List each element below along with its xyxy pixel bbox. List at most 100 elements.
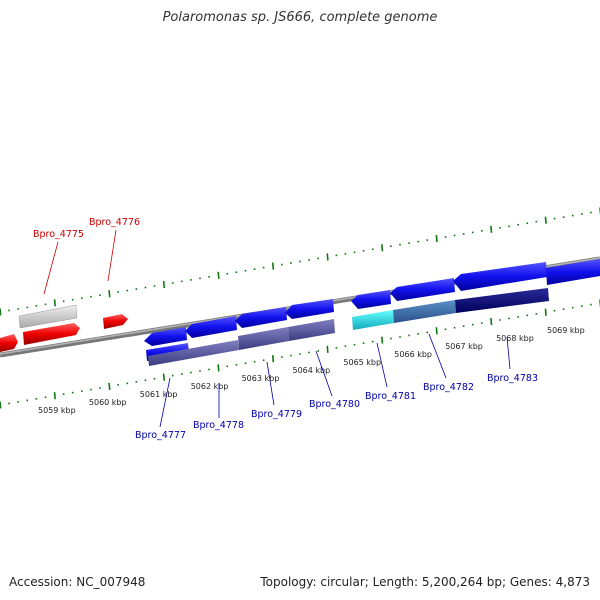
gene-arrow-fragment[interactable] (0, 334, 18, 352)
minor-tick (335, 347, 338, 349)
minor-tick (553, 217, 556, 220)
minor-tick (444, 236, 447, 238)
minor-tick (553, 309, 556, 312)
minor-tick (244, 362, 247, 365)
minor-tick (517, 316, 519, 318)
gene-arrow-bpro-4781[interactable] (351, 290, 391, 309)
major-tick (108, 382, 111, 391)
major-tick (162, 373, 166, 381)
minor-tick (517, 223, 519, 226)
gene-arrow-bpro-4776[interactable] (103, 314, 128, 329)
major-tick (162, 280, 166, 289)
cds-block-4781[interactable] (352, 310, 394, 330)
cds-block-4779[interactable] (238, 327, 289, 350)
minor-tick (181, 373, 183, 375)
tick-labels: 5059 kbp 5060 kbp 5061 kbp 5062 kbp 5063 kbp… (38, 326, 585, 415)
major-tick (0, 401, 2, 409)
major-tick (490, 317, 493, 326)
minor-tick (208, 276, 210, 278)
minor-tick (371, 248, 374, 251)
minor-tick (571, 214, 574, 217)
gene-arrow-fragment-right[interactable] (546, 259, 600, 285)
minor-tick (262, 359, 265, 361)
minor-tick (317, 350, 319, 352)
cds-block-4783[interactable] (455, 288, 549, 313)
minor-tick (353, 343, 356, 346)
minor-tick (508, 225, 510, 228)
gene-label[interactable]: Bpro_4776 (89, 217, 140, 228)
minor-tick (62, 393, 65, 395)
major-tick (271, 355, 275, 363)
minor-tick (462, 233, 465, 235)
gene-arrow-bpro-4783[interactable] (453, 262, 547, 291)
gene-arrow-bpro-4775[interactable] (23, 323, 80, 345)
gene-label[interactable]: Bpro_4782 (423, 382, 474, 393)
minor-tick (299, 260, 301, 263)
minor-tick (135, 288, 138, 290)
minor-tick (371, 340, 374, 343)
minor-tick (81, 297, 83, 300)
gene-feature-grey[interactable] (18, 304, 78, 329)
major-tick (0, 308, 2, 316)
minor-tick (190, 371, 192, 374)
cds-block-4780[interactable] (288, 319, 335, 341)
gene-label[interactable]: Bpro_4778 (193, 420, 244, 431)
minor-tick (426, 239, 429, 241)
minor-tick (208, 368, 210, 371)
minor-tick (308, 351, 310, 354)
cds-block-4782[interactable] (393, 300, 456, 323)
minor-tick (499, 227, 501, 229)
minor-tick (181, 280, 183, 283)
minor-tick (481, 230, 483, 232)
minor-tick (117, 384, 119, 386)
gene-label[interactable]: Bpro_4777 (135, 430, 186, 441)
gene-arrow-bpro-4779[interactable] (235, 307, 287, 328)
minor-tick (44, 303, 47, 306)
gene-label[interactable]: Bpro_4783 (487, 373, 538, 384)
major-tick (217, 364, 220, 372)
minor-tick (17, 308, 19, 310)
minor-tick (153, 377, 156, 380)
minor-tick (526, 314, 529, 317)
gene-arrow-bpro-4782[interactable] (390, 278, 455, 301)
cds-block-4778[interactable] (148, 340, 239, 366)
gene-label[interactable]: Bpro_4780 (309, 399, 360, 410)
minor-tick (453, 326, 456, 329)
minor-tick (17, 401, 19, 403)
minor-tick (226, 365, 229, 368)
gene-arrow-bpro-4778[interactable] (185, 316, 237, 338)
minor-tick (362, 249, 365, 252)
minor-tick (8, 402, 10, 405)
accession-text: Accession: NC_007948 (9, 575, 146, 589)
tick-label: 5059 kbp (38, 406, 76, 415)
minor-tick (344, 253, 347, 255)
gene-labels: Bpro_4775 Bpro_4776 Bpro_4777 Bpro_4778 Bpro… (33, 217, 538, 441)
minor-tick (508, 317, 510, 320)
minor-tick (535, 313, 538, 315)
gene-label[interactable]: Bpro_4781 (365, 391, 416, 402)
gene-arrow-bpro-4777[interactable] (144, 327, 187, 346)
minor-tick (199, 277, 201, 280)
major-tick (217, 271, 220, 279)
tick-label: 5061 kbp (140, 390, 178, 399)
major-tick (326, 345, 329, 353)
minor-tick (562, 308, 565, 310)
minor-tick (390, 245, 392, 247)
minor-tick (290, 354, 292, 357)
minor-tick (535, 220, 538, 223)
gene-label[interactable]: Bpro_4775 (33, 229, 84, 240)
minor-tick (426, 331, 429, 334)
minor-tick (235, 364, 238, 366)
minor-tick (344, 345, 347, 348)
minor-tick (90, 388, 92, 391)
major-tick (435, 327, 438, 335)
gene-arrow-bpro-4780[interactable] (285, 299, 334, 319)
minor-tick (299, 353, 301, 355)
minor-tick (417, 240, 419, 243)
minor-tick (117, 291, 119, 293)
minor-tick (253, 268, 256, 270)
tick-label: 5069 kbp (547, 326, 585, 335)
gene-label[interactable]: Bpro_4779 (251, 409, 302, 420)
minor-tick (590, 211, 592, 214)
